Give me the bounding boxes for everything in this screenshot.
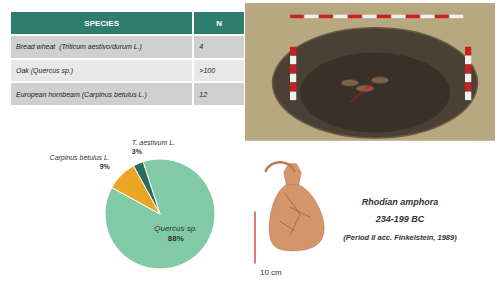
html-text:12: 12	[199, 90, 208, 98]
html-text:European hornbeam (Carpinus be: European hornbeam (Carpinus betulus L.)	[16, 90, 147, 98]
html-text:N: N	[216, 18, 222, 28]
svg-text:T. aestivum L.3%: T. aestivum L.3%	[132, 139, 175, 155]
html-text:Oak (Quercus sp.): Oak (Quercus sp.)	[16, 67, 74, 75]
svg-text:(Period II acc. Finkelstein, 1: (Period II acc. Finkelstein, 1989)	[343, 233, 457, 242]
svg-text:10 cm: 10 cm	[260, 268, 282, 277]
svg-text:Quercus sp.88%: Quercus sp.88%	[154, 224, 197, 243]
html-text:SPECIES: SPECIES	[84, 18, 119, 28]
html-text:4: 4	[199, 43, 204, 51]
svg-text:234-199 BC: 234-199 BC	[375, 214, 425, 224]
svg-text:Carpinus betulus L.9%: Carpinus betulus L.9%	[50, 154, 111, 170]
html-text:Bread wheat (Triticum aestivo/: Bread wheat (Triticum aestivo/durum L.)	[16, 43, 142, 51]
html-text:>100: >100	[199, 67, 216, 75]
svg-text:Rhodian amphora: Rhodian amphora	[362, 197, 439, 207]
